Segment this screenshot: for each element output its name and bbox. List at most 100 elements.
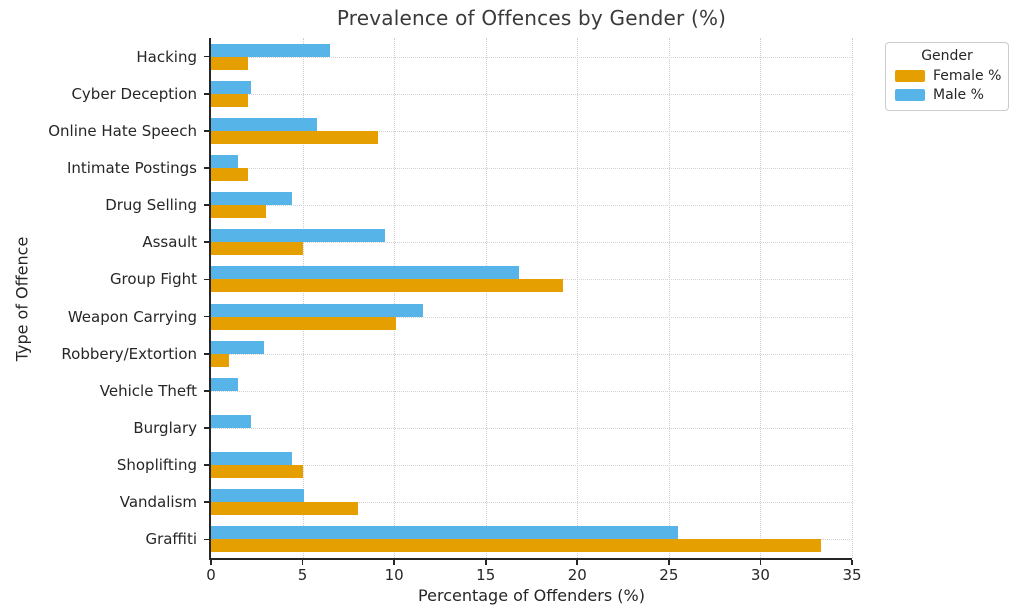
y-tick-mark <box>204 352 209 355</box>
gridline-vertical <box>852 38 853 558</box>
bar-female <box>211 539 821 553</box>
gridline-vertical <box>668 38 670 558</box>
y-tick-label: Shoplifting <box>116 456 197 475</box>
x-tick-mark <box>759 560 762 565</box>
bar-male <box>211 452 292 466</box>
gridline-horizontal <box>211 168 852 169</box>
x-tick-mark <box>210 560 212 565</box>
x-tick-label: 30 <box>750 566 770 584</box>
bar-male <box>211 415 252 428</box>
bar-male <box>211 155 239 168</box>
y-tick-label: Assault <box>142 233 197 252</box>
y-tick-label: Burglary <box>133 419 197 437</box>
x-tick-label: 10 <box>384 566 404 584</box>
y-tick-mark <box>204 241 209 244</box>
legend-label-male: Male % <box>933 87 984 103</box>
y-tick-label: Drug Selling <box>105 196 197 215</box>
bar-female <box>211 353 230 367</box>
bar-male <box>211 43 331 57</box>
gridline-horizontal <box>211 390 852 392</box>
y-tick-mark <box>204 167 209 169</box>
x-tick-mark <box>393 560 395 565</box>
legend: Gender Female % Male % <box>885 42 1009 111</box>
bar-female <box>211 56 248 70</box>
chart-title: Prevalence of Offences by Gender (%) <box>336 6 727 30</box>
x-tick-label: 15 <box>476 566 496 584</box>
y-tick-mark <box>204 55 209 58</box>
legend-label-female: Female % <box>933 68 1002 84</box>
y-tick-mark <box>204 92 209 95</box>
x-tick-mark <box>668 560 670 565</box>
gridline-horizontal <box>211 465 852 467</box>
y-tick-mark <box>204 464 209 466</box>
y-tick-label: Robbery/Extortion <box>61 344 197 363</box>
gridline-vertical <box>302 38 304 558</box>
y-tick-label: Vehicle Theft <box>99 381 197 400</box>
x-tick-label: 20 <box>567 566 587 584</box>
gridline-horizontal <box>211 242 852 244</box>
x-tick-mark <box>576 560 579 565</box>
x-tick-label: 25 <box>659 566 679 584</box>
gridline-horizontal <box>211 130 852 132</box>
y-tick-label: Group Fight <box>109 270 197 289</box>
y-tick-mark <box>204 315 209 318</box>
y-tick-label: Hacking <box>136 47 197 66</box>
bar-male <box>211 117 318 131</box>
bar-female <box>211 316 396 330</box>
y-tick-mark <box>204 204 209 206</box>
x-tick-label: 35 <box>842 566 862 584</box>
y-tick-mark <box>204 278 209 281</box>
y-axis-label: Type of Offence <box>12 236 32 362</box>
y-tick-label: Weapon Carrying <box>67 307 197 326</box>
bar-female <box>211 279 563 293</box>
gridline-horizontal <box>211 316 852 318</box>
bar-female <box>211 93 248 107</box>
gridline-vertical <box>394 38 396 558</box>
bar-male <box>211 526 678 540</box>
gridline-horizontal <box>211 428 852 429</box>
y-tick-mark <box>204 390 209 392</box>
legend-entry-female: Female % <box>895 68 1002 84</box>
bar-male <box>211 340 265 354</box>
y-tick-mark <box>204 538 209 541</box>
legend-title: Gender <box>921 48 973 64</box>
x-tick-label: 0 <box>206 566 216 584</box>
gridline-vertical <box>760 38 762 558</box>
x-tick-mark <box>301 560 304 565</box>
bar-male <box>211 489 305 503</box>
gridline-horizontal <box>211 56 852 58</box>
bar-female <box>211 465 303 479</box>
bar-female <box>211 168 248 181</box>
y-tick-mark <box>204 130 209 132</box>
x-axis-label: Percentage of Offenders (%) <box>418 586 645 605</box>
legend-entry-male: Male % <box>895 87 999 103</box>
y-tick-label: Online Hate Speech <box>48 121 197 140</box>
gridline-vertical <box>485 38 487 558</box>
gridline-horizontal <box>211 353 852 355</box>
gridline-horizontal <box>211 93 852 95</box>
bar-male <box>211 377 239 391</box>
y-tick-mark <box>204 427 209 429</box>
bar-female <box>211 242 303 256</box>
bar-female <box>211 130 378 144</box>
bar-female <box>211 502 358 516</box>
gridline-horizontal <box>211 502 852 504</box>
gridline-horizontal <box>211 205 852 207</box>
female-swatch-icon <box>895 70 925 82</box>
male-swatch-icon <box>895 89 925 101</box>
bar-male <box>211 192 292 206</box>
bar-male <box>211 303 424 317</box>
y-tick-label: Cyber Deception <box>71 84 197 103</box>
x-tick-mark <box>484 560 487 565</box>
bar-male <box>211 266 519 280</box>
plot-area <box>209 38 853 560</box>
bar-male <box>211 229 385 243</box>
x-tick-mark <box>851 560 853 565</box>
y-tick-mark <box>204 501 209 504</box>
y-tick-label: Vandalism <box>119 493 197 512</box>
x-tick-label: 5 <box>297 566 308 584</box>
bar-female <box>211 205 266 219</box>
bar-male <box>211 80 252 94</box>
gridline-vertical <box>577 38 579 558</box>
